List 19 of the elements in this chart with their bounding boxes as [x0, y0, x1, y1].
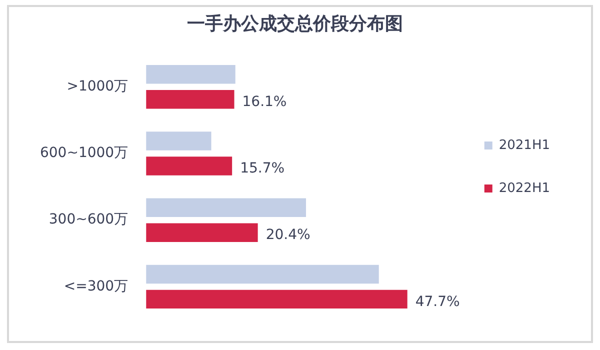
legend-label: 2022H1	[498, 180, 550, 196]
bar	[146, 264, 379, 284]
bar	[146, 290, 408, 309]
y-tick-label: <=300万	[64, 278, 128, 294]
y-tick-label: 300~600万	[48, 212, 128, 228]
bar	[146, 90, 234, 109]
bar	[146, 156, 232, 176]
data-label: 20.4%	[266, 227, 310, 244]
bar	[146, 65, 236, 84]
data-label: 15.7%	[240, 160, 285, 177]
y-tick-label: >1000万	[66, 78, 128, 95]
legend-label: 2021H1	[498, 138, 550, 153]
chart-title: 一手办公成交总价段分布图	[187, 13, 403, 34]
data-label: 47.7%	[415, 294, 460, 310]
bar	[146, 198, 306, 217]
data-label: 16.1%	[242, 94, 287, 110]
bar	[146, 132, 212, 150]
bar	[146, 223, 258, 242]
y-tick-label: 600~1000万	[40, 145, 128, 162]
